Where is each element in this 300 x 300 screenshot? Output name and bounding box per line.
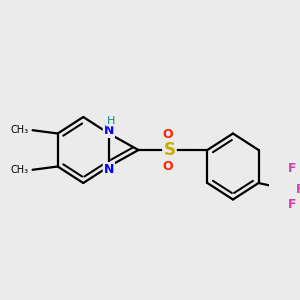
- Text: S: S: [164, 141, 175, 159]
- Text: F: F: [288, 162, 296, 175]
- Text: O: O: [162, 128, 173, 140]
- Text: O: O: [162, 160, 173, 172]
- Text: F: F: [288, 198, 296, 211]
- Text: CH₃: CH₃: [11, 165, 29, 175]
- Text: N: N: [104, 124, 114, 137]
- Text: N: N: [104, 163, 114, 176]
- Text: H: H: [106, 116, 115, 125]
- Text: CH₃: CH₃: [11, 125, 29, 135]
- Text: F: F: [296, 183, 300, 196]
